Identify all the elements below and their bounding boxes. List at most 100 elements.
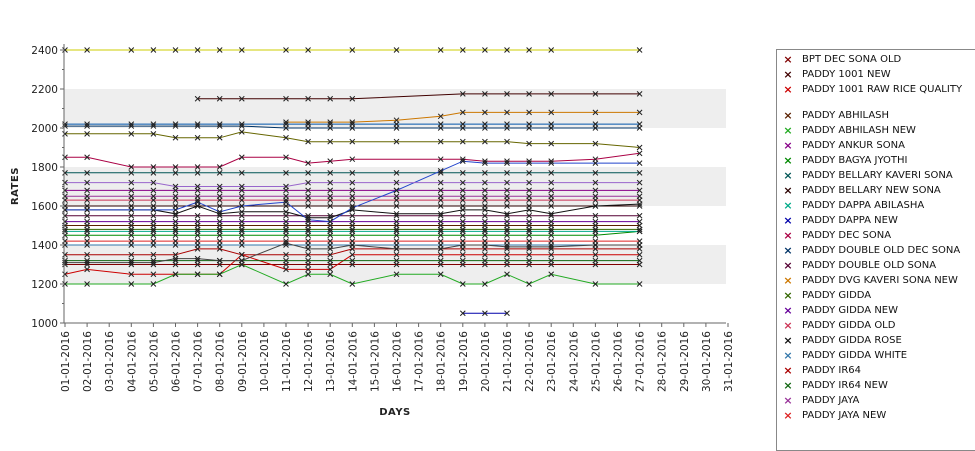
data-point xyxy=(327,193,334,200)
legend-marker-icon: × xyxy=(783,214,793,227)
data-point xyxy=(62,154,68,161)
y-axis-ticks: 1000 1200 1400 1600 1800 2000 2200 2400 xyxy=(31,45,64,330)
data-point xyxy=(592,109,599,116)
data-point xyxy=(172,238,179,244)
data-point xyxy=(459,158,466,165)
x-tick-label: 18-01-2016 xyxy=(436,331,448,392)
data-point xyxy=(84,179,90,186)
data-point xyxy=(150,251,157,258)
data-point xyxy=(238,169,245,176)
data-point xyxy=(238,129,245,135)
data-point xyxy=(327,228,334,235)
data-point xyxy=(592,251,599,258)
data-point xyxy=(393,246,400,252)
data-point xyxy=(482,121,488,127)
data-point xyxy=(305,246,311,252)
data-point xyxy=(283,281,289,287)
data-point xyxy=(548,169,555,176)
data-point xyxy=(327,226,334,233)
data-point xyxy=(238,154,245,161)
data-point xyxy=(592,179,599,186)
x-tick-label: 02-01-2016 xyxy=(82,331,94,392)
data-point xyxy=(84,226,90,233)
data-point xyxy=(283,193,289,200)
data-point xyxy=(150,212,157,219)
data-point xyxy=(283,119,289,126)
data-point xyxy=(526,140,532,147)
data-point xyxy=(216,203,223,209)
data-point xyxy=(62,226,68,233)
legend-marker-icon: × xyxy=(783,124,793,137)
data-point xyxy=(305,119,311,126)
data-point xyxy=(84,238,90,244)
x-tick-label: 23-01-2016 xyxy=(546,331,558,392)
data-point xyxy=(238,251,245,258)
data-point xyxy=(327,179,334,186)
data-point xyxy=(128,281,135,287)
data-point xyxy=(437,210,444,217)
data-point xyxy=(150,179,157,186)
legend-marker-icon: × xyxy=(783,304,793,317)
data-point xyxy=(62,169,68,176)
data-point xyxy=(459,193,466,200)
data-point xyxy=(482,310,488,317)
data-point xyxy=(150,257,157,264)
data-point xyxy=(349,226,356,233)
x-tick-label: 10-01-2016 xyxy=(259,331,271,392)
data-point xyxy=(459,218,466,225)
data-point xyxy=(150,47,157,53)
x-tick-label: 14-01-2016 xyxy=(347,331,359,392)
data-point xyxy=(393,187,400,194)
x-tick-label: 31-01-2016 xyxy=(723,331,735,392)
data-point xyxy=(393,203,400,209)
data-point xyxy=(459,310,466,317)
data-point xyxy=(128,226,135,233)
data-point xyxy=(636,203,643,209)
data-point xyxy=(526,187,532,194)
x-tick-label: 15-01-2016 xyxy=(369,331,381,392)
data-point xyxy=(526,47,532,53)
x-tick-label: 12-01-2016 xyxy=(303,331,315,392)
data-point xyxy=(62,238,68,244)
x-tick-label: 30-01-2016 xyxy=(701,331,713,392)
data-point xyxy=(194,199,201,205)
data-point xyxy=(238,228,245,235)
data-point xyxy=(437,47,444,53)
data-point xyxy=(459,226,466,233)
data-point xyxy=(526,212,532,219)
data-point xyxy=(172,207,179,213)
data-point xyxy=(172,123,179,129)
data-point xyxy=(150,238,157,244)
legend-item: × PADDY JAYA NEW xyxy=(781,410,973,421)
data-point xyxy=(327,169,334,176)
legend-label: PADDY DOUBLE OLD SONA xyxy=(802,260,937,271)
data-point xyxy=(437,246,444,252)
data-point xyxy=(128,169,135,176)
data-point xyxy=(216,226,223,233)
data-point xyxy=(84,187,90,194)
legend-item: × PADDY DEC SONA xyxy=(781,230,973,241)
data-point xyxy=(62,212,68,219)
data-point xyxy=(283,95,289,102)
legend-label: PADDY GIDDA NEW xyxy=(802,305,899,316)
data-point xyxy=(150,130,157,137)
data-point xyxy=(128,257,135,264)
x-tick-label: 28-01-2016 xyxy=(657,331,669,392)
data-point xyxy=(283,238,289,244)
data-point xyxy=(592,121,599,127)
data-point xyxy=(482,218,488,225)
data-point xyxy=(636,160,643,166)
legend-label: PADDY 1001 NEW xyxy=(802,69,891,80)
data-point xyxy=(62,271,68,278)
data-point xyxy=(194,238,201,244)
data-point xyxy=(305,193,311,200)
data-point xyxy=(216,210,223,217)
legend-marker-icon: × xyxy=(783,409,793,422)
legend-marker-icon: × xyxy=(783,319,793,332)
data-point xyxy=(526,251,532,258)
data-point xyxy=(504,169,510,176)
data-point xyxy=(194,123,201,129)
legend-label: BPT DEC SONA OLD xyxy=(802,54,902,65)
data-point xyxy=(62,179,68,186)
data-point xyxy=(172,212,179,219)
